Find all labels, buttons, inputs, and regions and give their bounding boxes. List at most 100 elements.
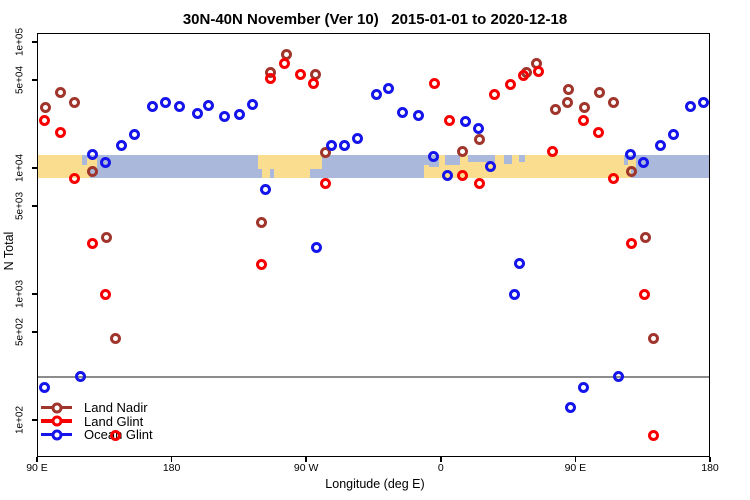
point-ocean-glint bbox=[39, 382, 51, 394]
map-strip-land bbox=[82, 165, 91, 179]
point-land-glint bbox=[547, 146, 559, 158]
point-land-glint bbox=[109, 430, 121, 442]
point-land-glint bbox=[100, 288, 112, 300]
x-tick-label: 90 E bbox=[564, 462, 587, 474]
point-ocean-glint bbox=[624, 149, 636, 161]
point-ocean-glint bbox=[234, 109, 246, 121]
point-ocean-glint bbox=[159, 96, 171, 108]
point-land-glint bbox=[456, 170, 468, 182]
map-strip-sea-patch bbox=[504, 154, 512, 164]
point-ocean-glint bbox=[442, 170, 454, 182]
point-land-glint bbox=[264, 73, 276, 85]
point-land-glint bbox=[607, 172, 619, 184]
point-land-glint bbox=[625, 238, 637, 250]
map-strip-land bbox=[424, 165, 429, 179]
x-tick-mark bbox=[709, 457, 711, 462]
plot-frame bbox=[37, 33, 710, 457]
point-land-glint bbox=[473, 178, 485, 190]
y-tick-mark bbox=[32, 205, 37, 207]
y-tick-label: 1e+04 bbox=[14, 153, 26, 183]
map-strip-land bbox=[262, 169, 310, 179]
map-strip-sea-patch bbox=[445, 154, 461, 165]
map-strip-land bbox=[257, 154, 322, 170]
point-land-glint bbox=[69, 172, 81, 184]
point-land-glint bbox=[504, 78, 516, 90]
point-ocean-glint bbox=[99, 157, 111, 169]
x-axis-label: Longitude (deg E) bbox=[325, 477, 425, 491]
legend-item-ocean-glint: Ocean Glint bbox=[41, 427, 153, 442]
point-land-nadir bbox=[255, 216, 267, 228]
point-ocean-glint bbox=[382, 82, 394, 94]
point-land-glint bbox=[443, 114, 455, 126]
point-land-glint bbox=[87, 238, 99, 250]
legend-item-land-glint: Land Glint bbox=[41, 413, 144, 429]
x-tick-label: 180 bbox=[162, 462, 181, 474]
y-tick-label: 5e+04 bbox=[14, 65, 26, 94]
point-ocean-glint bbox=[371, 89, 383, 101]
point-ocean-glint bbox=[86, 149, 98, 161]
point-ocean-glint bbox=[508, 288, 520, 300]
point-ocean-glint bbox=[697, 96, 709, 108]
y-tick-mark bbox=[32, 331, 37, 333]
point-land-glint bbox=[638, 288, 650, 300]
point-land-glint bbox=[488, 89, 500, 101]
point-ocean-glint bbox=[338, 140, 350, 152]
chart-title: 30N-40N November (Ver 10) 2015-01-01 to … bbox=[182, 11, 568, 28]
x-tick-mark bbox=[305, 457, 307, 462]
point-ocean-glint bbox=[129, 128, 141, 140]
x-tick-mark bbox=[36, 457, 38, 462]
map-strip-land bbox=[37, 154, 83, 179]
point-ocean-glint bbox=[564, 402, 576, 414]
y-tick-label: 1e+03 bbox=[14, 279, 26, 309]
point-ocean-glint bbox=[484, 161, 496, 173]
point-land-glint bbox=[647, 430, 659, 442]
map-strip-land bbox=[628, 157, 636, 169]
x-tick-label: 90 W bbox=[293, 462, 319, 474]
threshold-line bbox=[37, 376, 710, 378]
y-tick-label: 5e+02 bbox=[14, 317, 26, 346]
point-land-nadir bbox=[55, 86, 67, 98]
legend-line-land-glint bbox=[41, 415, 72, 427]
point-ocean-glint bbox=[325, 139, 337, 151]
legend-marker-circle-icon bbox=[51, 429, 62, 440]
legend-marker-circle-icon bbox=[51, 402, 62, 413]
point-land-nadir bbox=[549, 104, 561, 116]
point-ocean-glint bbox=[74, 371, 86, 383]
point-ocean-glint bbox=[203, 99, 215, 111]
point-land-glint bbox=[255, 259, 267, 271]
x-tick-mark bbox=[574, 457, 577, 462]
point-land-glint bbox=[429, 77, 441, 89]
point-land-glint bbox=[278, 57, 290, 69]
point-land-glint bbox=[532, 66, 544, 78]
legend-label: Land Glint bbox=[84, 413, 144, 429]
x-tick-label: 180 bbox=[701, 462, 719, 474]
y-tick-mark bbox=[32, 293, 37, 295]
point-ocean-glint bbox=[174, 100, 186, 112]
point-land-glint bbox=[517, 70, 529, 82]
point-ocean-glint bbox=[311, 241, 323, 253]
point-land-nadir bbox=[319, 147, 331, 159]
point-land-nadir bbox=[456, 145, 468, 157]
point-ocean-glint bbox=[472, 122, 484, 134]
y-tick-mark bbox=[32, 41, 37, 43]
legend-marker-circle-icon bbox=[51, 415, 62, 427]
point-land-glint bbox=[54, 126, 66, 138]
point-ocean-glint bbox=[612, 371, 624, 383]
point-ocean-glint bbox=[191, 107, 203, 119]
point-ocean-glint bbox=[219, 111, 231, 123]
point-ocean-glint bbox=[459, 115, 471, 127]
point-ocean-glint bbox=[260, 183, 272, 195]
x-tick-label: 0 bbox=[437, 462, 444, 474]
point-ocean-glint bbox=[637, 157, 649, 169]
point-ocean-glint bbox=[412, 110, 424, 122]
point-ocean-glint bbox=[577, 382, 589, 394]
legend-label: Land Nadir bbox=[84, 400, 148, 415]
point-ocean-glint bbox=[397, 106, 409, 118]
point-ocean-glint bbox=[146, 100, 158, 112]
point-land-nadir bbox=[639, 232, 651, 244]
point-land-glint bbox=[320, 177, 332, 189]
point-ocean-glint bbox=[427, 150, 439, 162]
legend-item-land-nadir: Land Nadir bbox=[41, 400, 148, 415]
y-tick-mark bbox=[32, 419, 37, 421]
y-tick-label: 1e+05 bbox=[14, 27, 26, 57]
